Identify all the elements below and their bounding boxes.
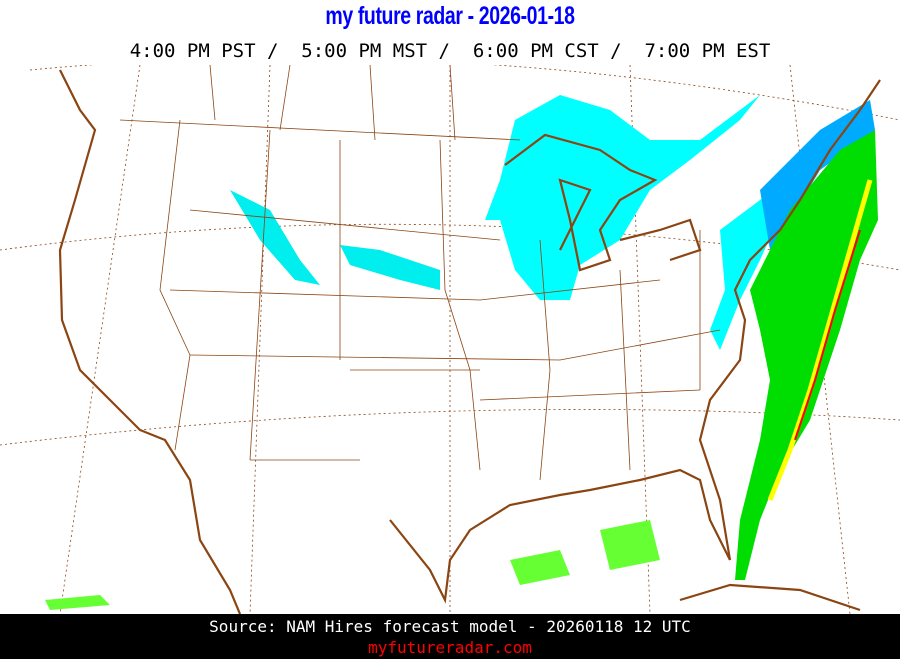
rain-intense-band xyxy=(794,229,861,441)
source-text: Source: NAM Hires forecast model - 20260… xyxy=(209,617,691,636)
gulf-coast xyxy=(389,468,731,604)
rain-east-coast xyxy=(735,130,878,580)
radar-precip xyxy=(45,95,878,610)
cuba xyxy=(679,583,861,612)
coastlines xyxy=(58,69,881,614)
snow-plains xyxy=(340,245,440,290)
page-title: my future radar - 2026-01-18 xyxy=(325,2,575,30)
rain-heavy-band xyxy=(767,179,873,501)
rain-gulf xyxy=(45,520,660,610)
west-coast xyxy=(58,69,242,614)
site-link[interactable]: myfutureradar.com xyxy=(368,638,532,657)
radar-map xyxy=(0,65,900,614)
footer: Source: NAM Hires forecast model - 20260… xyxy=(0,614,900,659)
snow-rockies xyxy=(230,190,320,285)
valid-times: 4:00 PM PST / 5:00 PM MST / 6:00 PM CST … xyxy=(129,40,771,62)
great-lakes xyxy=(504,133,702,272)
state-borders xyxy=(119,65,721,481)
east-coast xyxy=(698,79,881,561)
